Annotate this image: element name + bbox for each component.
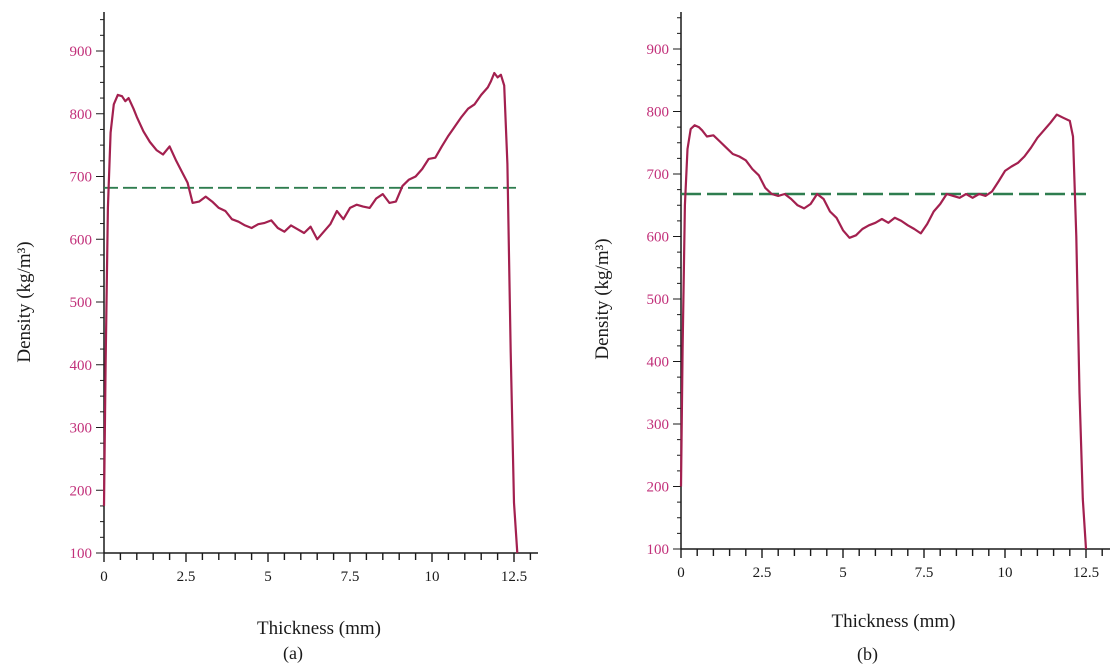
y-tick-label: 300: [70, 421, 93, 437]
y-tick-label: 600: [647, 230, 670, 246]
x-tick-label: 7.5: [341, 569, 360, 585]
x-tick-label: 5: [839, 565, 847, 581]
panel-a: 100 200 300 400 500 600 700 800 900 0 2.5 5 7.5 10 12.…: [14, 12, 538, 664]
x-tick-label: 0: [100, 569, 108, 585]
x-tick-label: 12.5: [501, 569, 527, 585]
x-tick-label: 12.5: [1073, 565, 1099, 581]
y-tick-label: 100: [70, 546, 93, 562]
y-tick-label: 100: [647, 542, 670, 558]
y-tick-label: 400: [70, 358, 93, 374]
x-tick-label: 10: [998, 565, 1013, 581]
panel-label: (b): [857, 644, 878, 665]
x-tick-label: 5: [264, 569, 272, 585]
y-tick-label: 800: [647, 105, 670, 121]
x-axis-title: Thickness (mm): [831, 611, 955, 632]
y-tick-label: 500: [647, 292, 670, 308]
y-tick-label: 400: [647, 355, 670, 371]
panel-label: (a): [283, 643, 303, 664]
y-tick-label: 600: [70, 232, 93, 248]
y-tick-label: 700: [647, 167, 670, 183]
y-axis-title: Density (kg/m³): [14, 241, 35, 362]
x-tick-label: 7.5: [915, 565, 934, 581]
y-tick-label: 800: [70, 107, 93, 123]
x-tick-label: 2.5: [753, 565, 772, 581]
density-profile-line: [102, 71, 519, 554]
y-tick-label: 500: [70, 295, 93, 311]
panel-b: 100 200 300 400 500 600 700 800 900 0 2.5 5 7.5 10 12.…: [592, 12, 1110, 665]
y-tick-label: 300: [647, 417, 670, 433]
y-tick-label: 200: [647, 480, 670, 496]
y-tick-label: 900: [647, 42, 670, 58]
x-tick-label: 0: [677, 565, 685, 581]
x-tick-label: 10: [425, 569, 440, 585]
y-tick-label: 200: [70, 483, 93, 499]
y-axis-title: Density (kg/m³): [592, 238, 613, 359]
x-axis-title: Thickness (mm): [257, 618, 381, 639]
x-tick-label: 2.5: [177, 569, 196, 585]
y-tick-label: 700: [70, 170, 93, 186]
density-profile-line: [679, 113, 1088, 550]
y-tick-label: 900: [70, 44, 93, 60]
